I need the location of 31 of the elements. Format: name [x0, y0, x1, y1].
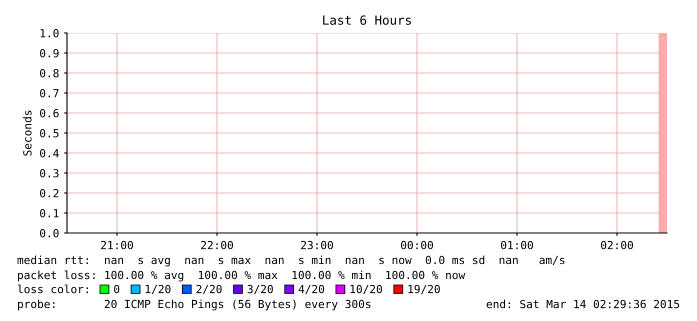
y-tick-label: 1.0	[40, 29, 59, 38]
y-tick-label: 0.3	[40, 169, 59, 178]
text: end: Sat Mar 14 02:29:36 2015	[486, 300, 680, 308]
y-tick-label: 0.0	[40, 229, 59, 238]
legend-title: loss color:	[18, 284, 88, 294]
y-tick-label: 0.5	[40, 129, 58, 138]
x-tick-label: 21:00	[101, 240, 134, 250]
legend-label: 10/20	[350, 284, 382, 294]
legend-label: 19/20	[408, 284, 440, 294]
legend-label: 4/20	[298, 284, 324, 294]
y-axis-title: Seconds	[22, 110, 32, 156]
y-tick-label: 0.1	[40, 209, 59, 218]
y-tick-label: 0.9	[40, 49, 59, 58]
y-tick-label: 0.4	[40, 149, 59, 158]
x-tick-label: 22:00	[201, 240, 234, 250]
y-tick-label: 0.2	[40, 189, 58, 198]
x-tick-label: 02:00	[601, 240, 634, 250]
text: probe: 20 ICMP Echo Pings (56 Bytes) every 300s	[18, 300, 370, 310]
chart-title: Last 6 Hours	[323, 15, 411, 25]
y-tick-label: 0.8	[40, 69, 59, 78]
text: median rtt: nan s avg nan s max nan s min nan s now 0.0 ms sd nan am/s	[18, 256, 564, 266]
legend-label: 3/20	[248, 284, 273, 294]
legend-label: 1/20	[146, 284, 171, 294]
y-tick-label: 0.6	[40, 109, 59, 118]
legend-label: 2/20	[196, 284, 222, 294]
y-tick-label: 0.7	[40, 89, 59, 98]
x-tick-label: 00:00	[401, 240, 434, 250]
x-tick-label: 23:00	[301, 240, 334, 250]
legend-label: 0	[114, 284, 120, 294]
text: packet loss: 100.00 % avg 100.00 % max 100.00 % min 100.00 % now	[18, 270, 466, 282]
x-tick-label: 01:00	[501, 240, 534, 250]
